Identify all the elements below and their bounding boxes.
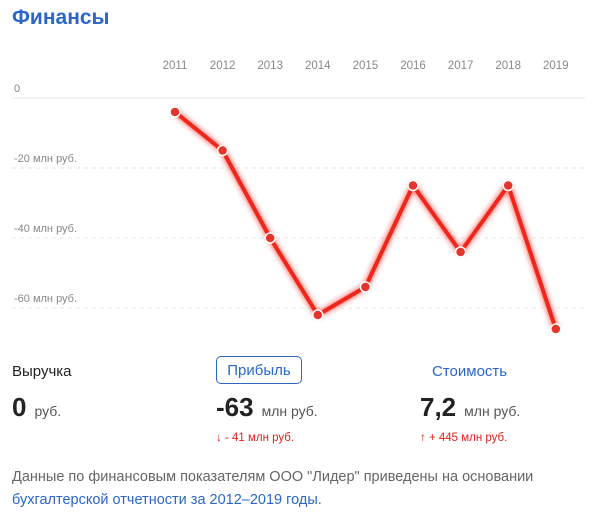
revenue-label: Выручка (12, 363, 72, 380)
x-tick-label: 2012 (210, 60, 236, 72)
data-point[interactable] (216, 144, 229, 157)
profit-series-line (173, 110, 558, 331)
y-tick-label: 0 (14, 83, 20, 95)
profit-line-chart: 2011 2012 2013 2014 2015 2016 2017 2018 2019 0 -2… (12, 60, 585, 335)
source-note-text: Данные по финансовым показателям ООО "Ли… (12, 469, 534, 485)
data-point[interactable] (407, 179, 419, 192)
y-tick-label: -40 млн руб. (14, 223, 77, 235)
x-tick-label: 2014 (305, 60, 331, 72)
data-point[interactable] (550, 323, 562, 335)
cost-delta: ↑ + 445 млн руб. (420, 432, 508, 444)
x-tick-label: 2019 (543, 60, 569, 72)
x-tick-label: 2013 (257, 60, 283, 72)
profit-number: -63 (216, 392, 254, 422)
y-tick-label: -20 млн руб. (14, 153, 77, 165)
data-point[interactable] (502, 179, 514, 192)
cost-value: 7,2 млн руб. (420, 392, 520, 423)
x-tick-label: 2016 (400, 60, 426, 72)
revenue-unit: руб. (34, 403, 62, 419)
x-tick-label: 2011 (163, 60, 188, 72)
data-point[interactable] (312, 309, 324, 321)
data-point[interactable] (454, 246, 467, 258)
data-point[interactable] (169, 106, 181, 118)
page-title: Финансы (12, 6, 110, 29)
cost-tab-link[interactable]: Стоимость (432, 363, 508, 380)
source-note: Данные по финансовым показателям ООО "Ли… (12, 466, 592, 512)
data-point[interactable] (359, 281, 372, 293)
profit-value: -63 млн руб. (216, 392, 318, 423)
x-tick-label: 2018 (495, 60, 521, 72)
data-point[interactable] (264, 232, 276, 244)
accounting-report-link[interactable]: бухгалтерской отчетности за 2012–2019 го… (12, 492, 318, 508)
source-note-end: . (317, 492, 322, 508)
x-tick-label: 2017 (448, 60, 474, 72)
profit-tab-button[interactable]: Прибыль (216, 356, 302, 384)
profit-delta: ↓ - 41 млн руб. (216, 432, 295, 444)
revenue-number: 0 (12, 392, 27, 422)
revenue-value: 0 руб. (12, 392, 61, 423)
y-tick-label: -60 млн руб. (14, 293, 77, 305)
cost-unit: млн руб. (464, 403, 521, 419)
cost-number: 7,2 (420, 392, 457, 422)
profit-unit: млн руб. (261, 403, 318, 419)
x-tick-label: 2015 (353, 60, 379, 72)
